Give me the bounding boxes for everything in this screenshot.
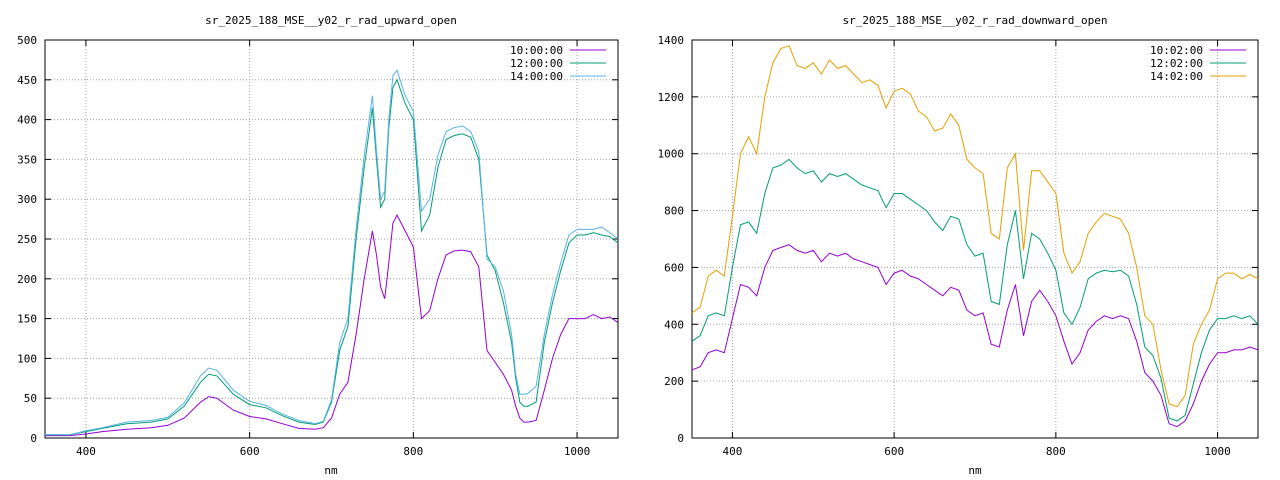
series-line-12-00-00 (45, 78, 619, 436)
series-line-10-02-00 (691, 244, 1259, 428)
x-axis-label: nm (324, 464, 338, 477)
y-tick-label: 200 (17, 273, 37, 286)
y-tick-label: 50 (24, 392, 37, 405)
legend-label: 10:02:00 (1150, 44, 1203, 57)
y-tick-label: 300 (17, 193, 37, 206)
legend-label: 12:02:00 (1150, 57, 1203, 70)
legend-label: 14:00:00 (510, 70, 563, 83)
upward-radiance-chart: sr_2025_188_MSE__y02_r_rad_upward_open n… (17, 14, 619, 477)
y-tick-label: 150 (17, 313, 37, 326)
y-tick-label: 100 (17, 352, 37, 365)
y-tick-label: 400 (664, 318, 684, 331)
x-tick-label: 400 (76, 445, 96, 458)
x-tick-label: 800 (403, 445, 423, 458)
series-line-14-02-00 (691, 45, 1259, 408)
y-tick-label: 350 (17, 153, 37, 166)
legend-label: 14:02:00 (1150, 70, 1203, 83)
y-tick-label: 450 (17, 74, 37, 87)
series-line-12-02-00 (691, 158, 1259, 422)
x-tick-label: 600 (240, 445, 260, 458)
chart-title: sr_2025_188_MSE__y02_r_rad_upward_open (205, 14, 457, 27)
x-tick-label: 1000 (564, 445, 591, 458)
series-line-10-00-00 (45, 214, 619, 437)
plot-frame (691, 39, 1259, 439)
y-tick-label: 0 (30, 432, 37, 445)
y-tick-label: 1200 (658, 91, 685, 104)
y-tick-label: 0 (677, 432, 684, 445)
x-tick-label: 400 (722, 445, 742, 458)
y-tick-label: 1400 (658, 34, 685, 47)
x-tick-label: 600 (884, 445, 904, 458)
y-tick-label: 500 (17, 34, 37, 47)
series-line-14-00-00 (45, 69, 619, 436)
legend-label: 10:00:00 (510, 44, 563, 57)
y-tick-label: 800 (664, 205, 684, 218)
x-axis-label: nm (968, 464, 982, 477)
plot-frame (44, 39, 619, 439)
downward-radiance-chart: sr_2025_188_MSE__y02_r_rad_downward_open… (658, 14, 1259, 477)
x-tick-label: 1000 (1204, 445, 1231, 458)
x-tick-label: 800 (1046, 445, 1066, 458)
y-tick-label: 400 (17, 114, 37, 127)
y-tick-label: 250 (17, 233, 37, 246)
chart-title: sr_2025_188_MSE__y02_r_rad_downward_open (843, 14, 1108, 27)
y-tick-label: 1000 (658, 148, 685, 161)
y-tick-label: 200 (664, 375, 684, 388)
y-tick-label: 600 (664, 261, 684, 274)
legend-label: 12:00:00 (510, 57, 563, 70)
